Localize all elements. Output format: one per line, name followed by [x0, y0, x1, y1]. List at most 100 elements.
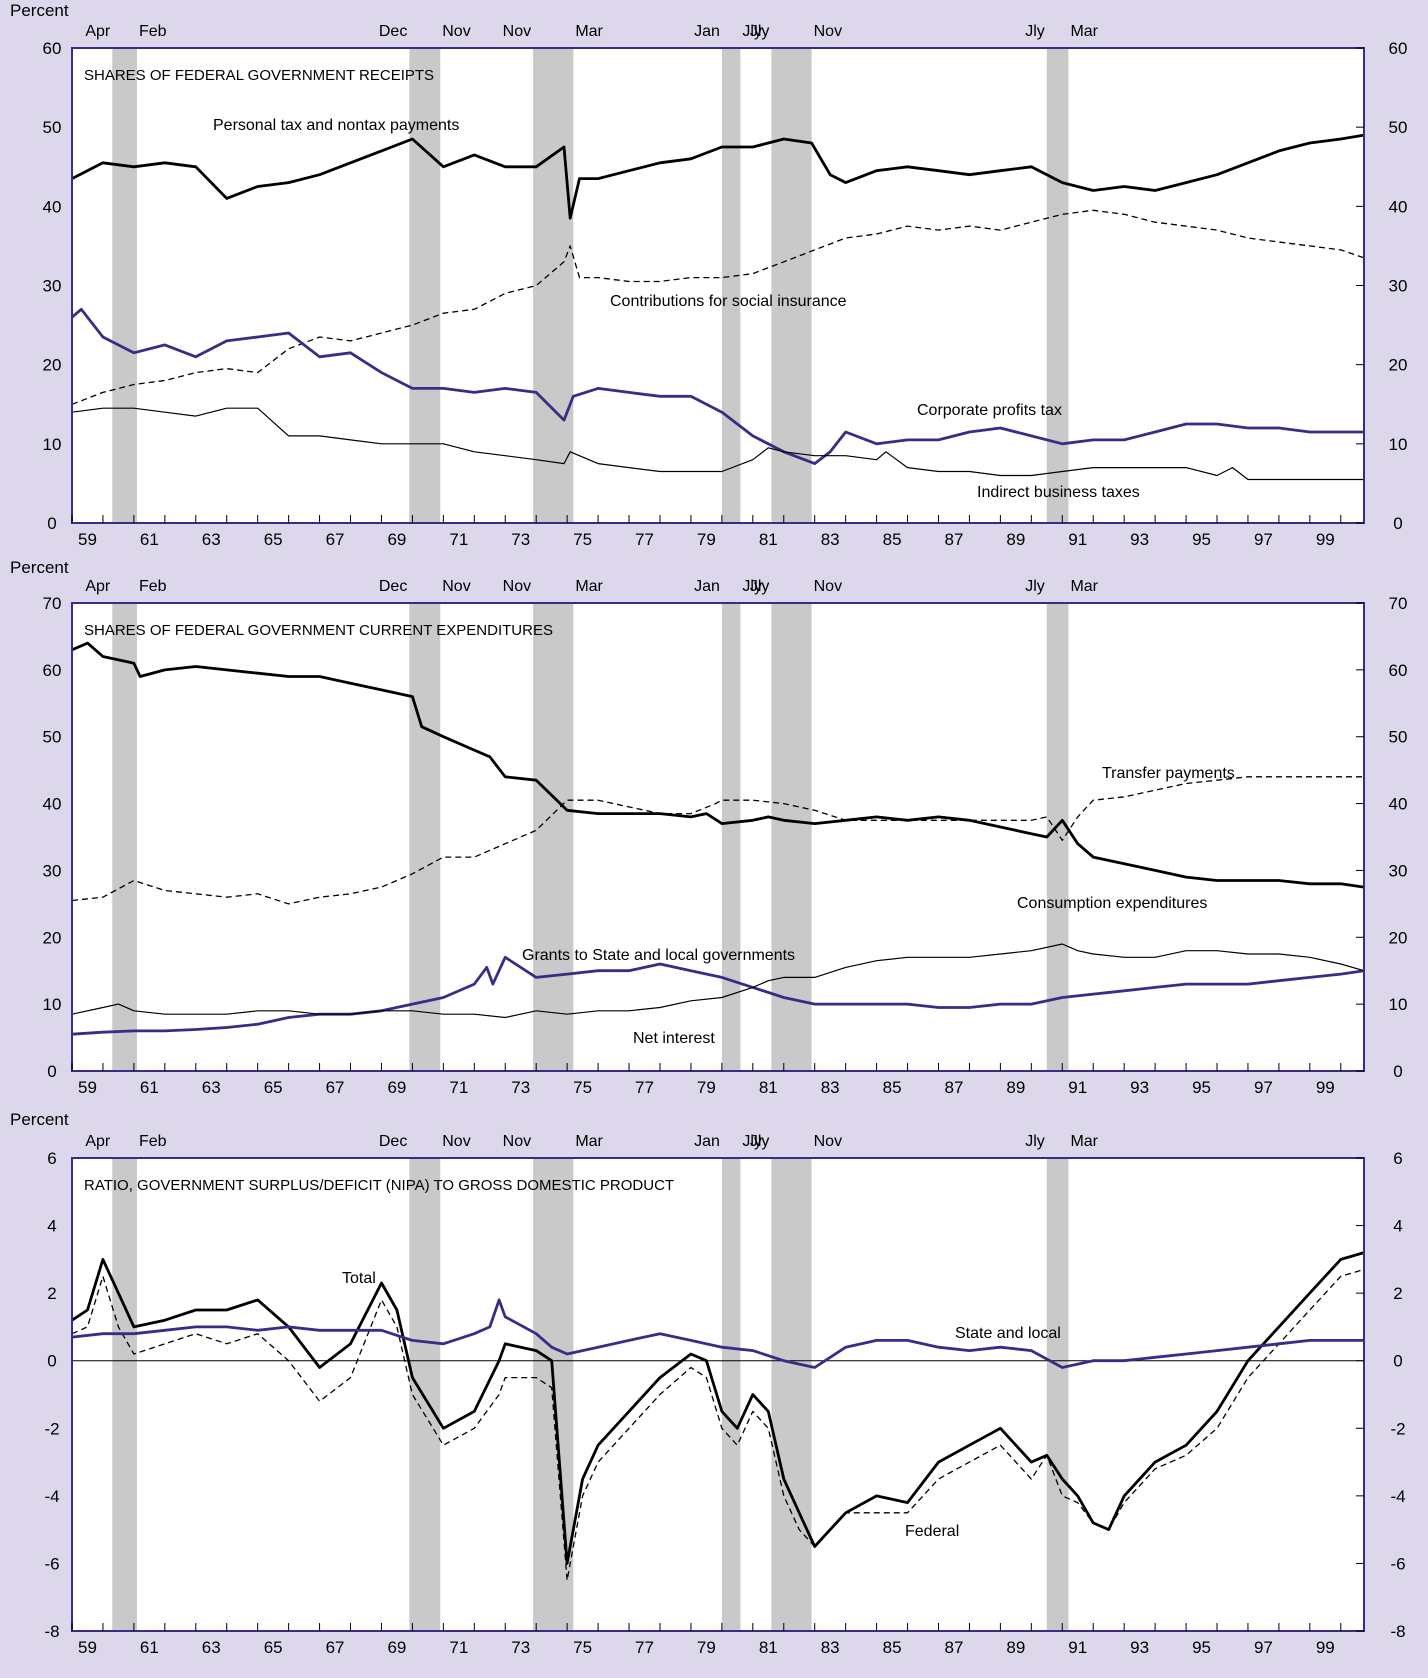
recession-date-label: Nov [814, 23, 842, 40]
recession-date-label: Jly [1025, 578, 1045, 595]
x-tick-label: 69 [387, 530, 406, 549]
x-tick-label: 85 [883, 530, 902, 549]
x-tick-label: 81 [759, 1078, 778, 1097]
recession-date-label: Nov [814, 578, 842, 595]
recession-date-label: Nov [503, 1133, 531, 1150]
series-line-contributions-for-social-insurance [71, 209, 1365, 405]
x-tick-label: 75 [573, 530, 592, 549]
x-tick-label: 71 [449, 1078, 468, 1097]
recession-date-label: Jly [750, 1133, 770, 1150]
series-line-consumption-expenditures [71, 641, 1365, 889]
y-tick-label-left: 60 [43, 661, 62, 680]
x-tick-label: 93 [1130, 1078, 1149, 1097]
series-line-corporate-profits-tax [71, 307, 1364, 465]
x-tick-label: 65 [264, 530, 283, 549]
recession-date-label: Jan [694, 23, 720, 40]
recession-band [1046, 48, 1069, 523]
x-tick-label: 67 [326, 530, 345, 549]
y-tick-label-right: 40 [1389, 197, 1408, 216]
x-tick-label: 61 [140, 530, 159, 549]
x-tick-label: 97 [1254, 1078, 1273, 1097]
chart-panel-2: Percent 0 0 10 10 20 20 30 30 40 40 50 50 60 60 70 70 59 6… [10, 558, 1407, 1097]
x-tick-label: 79 [697, 530, 716, 549]
x-tick-label: 73 [511, 1638, 530, 1657]
y-tick-label-left: 20 [43, 928, 62, 947]
x-tick-label: 89 [1006, 1078, 1025, 1097]
recession-date-label: Nov [814, 1133, 842, 1150]
panel-title: SHARES OF FEDERAL GOVERNMENT RECEIPTS [84, 67, 434, 84]
chart-panel-3: Percent -8 -8 -6 -6 -4 -4 -2 -2 0 0 2 2 4 4 6 6 59 61 63 65 6… [10, 1110, 1406, 1657]
recession-band [112, 603, 137, 1071]
recession-date-label: Mar [575, 1133, 603, 1150]
y-tick-label-left: 60 [43, 39, 62, 58]
x-tick-label: 81 [759, 1638, 778, 1657]
x-tick-label: 87 [945, 1078, 964, 1097]
y-tick-label-right: 30 [1389, 277, 1408, 296]
y-tick-label-left: 20 [43, 356, 62, 375]
x-tick-label: 73 [511, 530, 530, 549]
x-tick-label: 91 [1068, 1078, 1087, 1097]
y-tick-label-left: -4 [44, 1487, 59, 1506]
series-annotation: Transfer payments [1102, 765, 1235, 782]
panel-title: SHARES OF FEDERAL GOVERNMENT CURRENT EXP… [84, 622, 553, 639]
series-annotation: Consumption expenditures [1017, 895, 1207, 912]
recession-date-label: Apr [85, 23, 111, 40]
recession-date-label: Mar [1070, 578, 1098, 595]
x-tick-label: 83 [821, 1078, 840, 1097]
y-tick-label-left: 0 [47, 1352, 56, 1371]
y-tick-label-left: -8 [44, 1622, 59, 1641]
x-tick-label: 71 [449, 530, 468, 549]
y-tick-label-left: 40 [43, 795, 62, 814]
series-line-state-and-local [71, 1298, 1364, 1369]
x-tick-label: 95 [1192, 530, 1211, 549]
chart-panel-1: Percent 0 0 10 10 20 20 30 30 40 40 50 50 60 60 59 61 63 6… [10, 1, 1407, 549]
recession-date-label: Dec [379, 578, 407, 595]
y-tick-label-right: 10 [1389, 435, 1408, 454]
y-tick-label-right: -6 [1390, 1554, 1405, 1573]
y-tick-label-left: 0 [47, 514, 56, 533]
y-tick-label-right: 0 [1393, 1352, 1402, 1371]
plot-frame [71, 602, 1365, 1072]
x-tick-label: 89 [1006, 1638, 1025, 1657]
x-tick-label: 91 [1068, 1638, 1087, 1657]
recession-date-label: Jan [694, 578, 720, 595]
x-tick-label: 67 [326, 1078, 345, 1097]
x-tick-label: 93 [1130, 530, 1149, 549]
y-tick-label-right: 40 [1389, 795, 1408, 814]
y-tick-label-right: -8 [1390, 1622, 1405, 1641]
x-tick-label: 69 [387, 1638, 406, 1657]
plot-frame [71, 1157, 1365, 1632]
x-tick-label: 75 [573, 1078, 592, 1097]
x-tick-label: 93 [1130, 1638, 1149, 1657]
recession-date-label: Jly [742, 1133, 762, 1150]
panel-title: RATIO, GOVERNMENT SURPLUS/DEFICIT (NIPA)… [84, 1177, 674, 1194]
y-tick-label-right: -4 [1390, 1487, 1405, 1506]
y-tick-label-left: 10 [43, 995, 62, 1014]
x-tick-label: 61 [140, 1638, 159, 1657]
recession-date-label: Jly [1025, 23, 1045, 40]
y-tick-label-right: 20 [1389, 356, 1408, 375]
y-tick-label-right: 2 [1393, 1284, 1402, 1303]
y-tick-label-left: 6 [47, 1149, 56, 1168]
recession-band [771, 48, 812, 523]
recession-band [409, 603, 441, 1071]
y-tick-label-right: 0 [1393, 514, 1402, 533]
x-tick-label: 87 [945, 530, 964, 549]
y-tick-label-right: 70 [1389, 594, 1408, 613]
recession-date-label: Feb [139, 578, 167, 595]
x-tick-label: 65 [264, 1638, 283, 1657]
recession-date-label: Nov [442, 23, 470, 40]
y-tick-label-right: 20 [1389, 928, 1408, 947]
x-tick-label: 59 [78, 530, 97, 549]
recession-date-label: Dec [379, 1133, 407, 1150]
x-tick-label: 61 [140, 1078, 159, 1097]
y-axis-unit-label: Percent [10, 1110, 69, 1129]
y-tick-label-left: 30 [43, 277, 62, 296]
y-axis-unit-label: Percent [10, 558, 69, 577]
x-tick-label: 87 [945, 1638, 964, 1657]
x-tick-label: 99 [1316, 1078, 1335, 1097]
recession-date-label: Nov [442, 1133, 470, 1150]
recession-date-label: Jly [750, 578, 770, 595]
y-tick-label-left: 50 [43, 118, 62, 137]
